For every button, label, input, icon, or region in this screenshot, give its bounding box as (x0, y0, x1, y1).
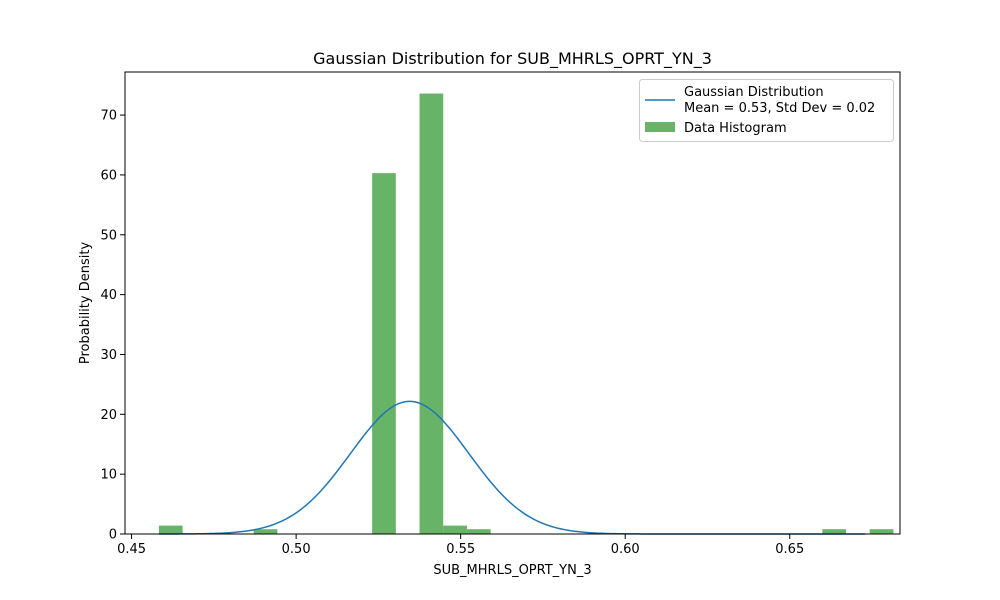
x-tick-label: 0.45 (117, 542, 146, 557)
histogram-bars (158, 93, 894, 535)
histogram-bar (253, 529, 278, 534)
y-axis: 0 10 20 30 40 50 60 70 (100, 109, 125, 543)
legend-histogram-label: Data Histogram (684, 121, 787, 136)
x-tick-label: 0.55 (446, 542, 475, 557)
plot-frame (124, 71, 901, 535)
y-axis-label: Probability Density (78, 242, 93, 365)
y-tick-label: 60 (100, 168, 117, 183)
histogram-bar (466, 529, 491, 534)
x-axis: 0.45 0.50 0.55 0.60 0.65 (117, 534, 804, 557)
y-tick-label: 0 (109, 528, 117, 543)
x-tick-label: 0.50 (282, 542, 311, 557)
x-tick-label: 0.60 (611, 542, 640, 557)
histogram-bar (419, 93, 444, 535)
histogram-bar (869, 529, 894, 534)
y-tick-label: 30 (100, 348, 117, 363)
legend-gaussian-stats: Mean = 0.53, Std Dev = 0.02 (684, 101, 875, 116)
x-tick-label: 0.65 (775, 542, 804, 557)
y-tick-label: 20 (100, 408, 117, 423)
legend-gaussian-label: Gaussian Distribution (684, 85, 824, 100)
y-tick-label: 50 (100, 228, 117, 243)
legend-histogram-swatch (645, 122, 675, 132)
y-tick-label: 40 (100, 288, 117, 303)
histogram-bar (372, 173, 396, 534)
x-axis-label: SUB_MHRLS_OPRT_YN_3 (433, 563, 591, 578)
y-tick-label: 70 (100, 109, 117, 124)
legend-box (639, 79, 894, 142)
y-tick-label: 10 (100, 468, 117, 483)
chart-title: Gaussian Distribution for SUB_MHRLS_OPRT… (313, 49, 712, 69)
histogram-bar (158, 525, 183, 534)
histogram-bar (822, 529, 847, 534)
histogram-bar (443, 525, 467, 534)
legend: Gaussian Distribution Mean = 0.53, Std D… (639, 79, 894, 142)
